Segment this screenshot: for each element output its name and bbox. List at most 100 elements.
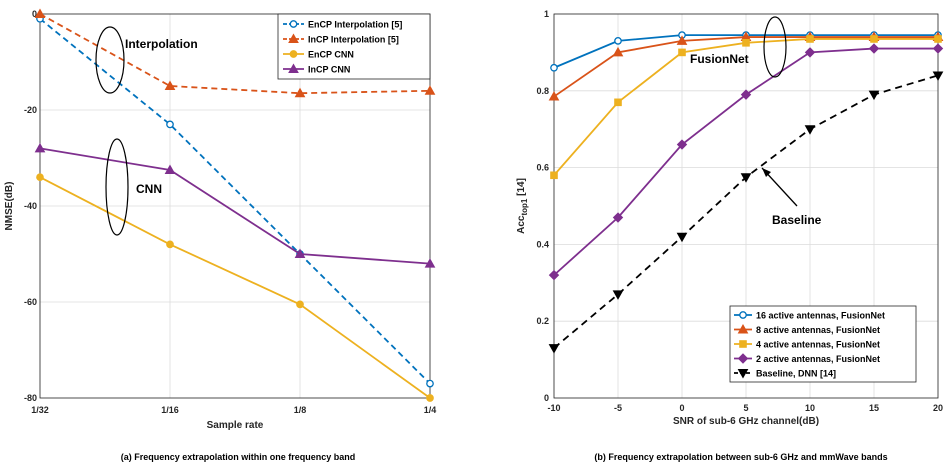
y-tick-label: 0.6 bbox=[536, 163, 549, 173]
data-point bbox=[550, 171, 558, 180]
data-point bbox=[676, 35, 688, 45]
data-point bbox=[742, 39, 750, 47]
x-tick-label: 10 bbox=[805, 403, 815, 413]
legend-marker bbox=[737, 323, 749, 334]
series-line bbox=[39, 18, 431, 385]
legend-marker bbox=[739, 340, 747, 348]
data-point bbox=[34, 142, 46, 153]
data-point bbox=[678, 48, 686, 57]
annotation-text: Baseline bbox=[772, 213, 822, 227]
data-point bbox=[548, 344, 560, 354]
data-point bbox=[164, 164, 176, 174]
y-tick-label: 0 bbox=[32, 9, 37, 19]
y-tick-label: 0.4 bbox=[536, 239, 549, 249]
y-axis-label: Acctop1 [14] bbox=[516, 178, 529, 234]
legend-marker bbox=[737, 353, 749, 364]
y-axis-label-subscript: top1 bbox=[520, 198, 529, 215]
data-point bbox=[614, 98, 622, 107]
x-tick-label: 1/8 bbox=[294, 405, 307, 415]
x-tick-label: 5 bbox=[743, 403, 748, 413]
data-point bbox=[36, 173, 44, 182]
legend-entry: EnCP Interpolation [5] bbox=[308, 20, 402, 30]
data-point bbox=[612, 46, 624, 57]
x-tick-label: 0 bbox=[679, 403, 684, 413]
x-tick-label: 15 bbox=[869, 403, 879, 413]
data-point bbox=[548, 269, 560, 281]
annotation-text: CNN bbox=[136, 182, 162, 196]
data-point bbox=[34, 8, 46, 18]
caption: (a) Frequency extrapolation within one f… bbox=[121, 452, 356, 462]
legend-entry: InCP CNN bbox=[308, 65, 350, 75]
data-point bbox=[932, 71, 944, 81]
x-tick-label: 1/32 bbox=[31, 405, 49, 415]
data-point bbox=[426, 394, 434, 402]
data-point bbox=[870, 35, 878, 43]
legend-marker bbox=[288, 33, 299, 43]
y-tick-label: 0.8 bbox=[536, 86, 549, 96]
data-point bbox=[166, 120, 174, 129]
data-point bbox=[296, 300, 304, 309]
annotation-arrowhead bbox=[762, 168, 771, 177]
legend-entry: 16 active antennas, FusionNet bbox=[756, 311, 885, 321]
data-point bbox=[166, 240, 174, 249]
axes-box bbox=[553, 13, 939, 399]
legend-marker bbox=[289, 20, 298, 28]
y-tick-label: 0.2 bbox=[536, 316, 549, 326]
series-line bbox=[39, 147, 431, 265]
legend-box bbox=[729, 305, 917, 383]
x-axis-label: SNR of sub-6 GHz channel(dB) bbox=[673, 416, 819, 427]
caption: (b) Frequency extrapolation between sub-… bbox=[594, 452, 887, 462]
data-point bbox=[868, 90, 880, 101]
data-point bbox=[426, 379, 434, 388]
chart-b: -10 -5 0 5 10 15 20 0 0.2 0.4 0.6 0.8 1 SNR of sub-6 … bbox=[516, 9, 944, 462]
data-point bbox=[612, 290, 624, 300]
data-point bbox=[424, 258, 436, 268]
x-tick-label: -5 bbox=[614, 403, 622, 413]
chart-a: 1/32 1/16 1/8 1/4 0 -20 -40 -60 -80 Sample rate NM… bbox=[4, 8, 437, 462]
y-axis-label-suffix: [14] bbox=[516, 178, 527, 199]
data-point bbox=[676, 232, 688, 243]
legend-entry: EnCP CNN bbox=[308, 50, 354, 60]
y-axis-label-main: Acc bbox=[516, 215, 527, 234]
annotation-text: Interpolation bbox=[125, 37, 198, 51]
y-tick-label: -80 bbox=[24, 393, 37, 403]
y-axis-label: NMSE(dB) bbox=[4, 182, 15, 231]
annotation-ellipse bbox=[763, 16, 787, 78]
legend-entry: 8 active antennas, FusionNet bbox=[756, 325, 880, 335]
y-tick-label: -40 bbox=[24, 201, 37, 211]
legend-marker bbox=[739, 311, 747, 319]
legend-entry: Baseline, DNN [14] bbox=[756, 369, 836, 379]
series-line bbox=[39, 176, 431, 399]
data-point bbox=[676, 139, 688, 150]
annotation-ellipse bbox=[95, 26, 125, 94]
y-tick-label: -60 bbox=[24, 297, 37, 307]
x-tick-label: -10 bbox=[547, 403, 560, 413]
x-tick-label: 20 bbox=[933, 403, 943, 413]
y-tick-label: 1 bbox=[544, 9, 549, 19]
legend-entry: 2 active antennas, FusionNet bbox=[756, 354, 880, 364]
legend-marker bbox=[288, 63, 299, 73]
data-point bbox=[740, 173, 752, 183]
data-point bbox=[550, 63, 558, 72]
y-tick-label: -20 bbox=[24, 105, 37, 115]
data-point bbox=[868, 43, 880, 54]
legend-entry: InCP Interpolation [5] bbox=[308, 35, 399, 45]
legend-entry: 4 active antennas, FusionNet bbox=[756, 340, 880, 350]
data-point bbox=[294, 87, 306, 98]
data-point bbox=[740, 89, 752, 100]
x-tick-label: 1/4 bbox=[424, 405, 437, 415]
data-point bbox=[614, 37, 622, 45]
legend-marker bbox=[289, 50, 298, 58]
axes-box bbox=[39, 13, 431, 399]
annotation-ellipse bbox=[105, 138, 129, 236]
y-tick-label: 0 bbox=[544, 393, 549, 403]
annotation-text: FusionNet bbox=[690, 52, 749, 66]
data-point bbox=[548, 91, 560, 101]
x-axis-label: Sample rate bbox=[207, 420, 264, 431]
data-point bbox=[804, 125, 816, 135]
data-point bbox=[294, 248, 306, 258]
data-point bbox=[424, 85, 436, 95]
data-point bbox=[932, 43, 944, 54]
legend-marker bbox=[737, 369, 749, 379]
